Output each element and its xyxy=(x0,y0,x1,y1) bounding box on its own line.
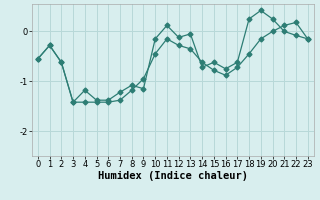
X-axis label: Humidex (Indice chaleur): Humidex (Indice chaleur) xyxy=(98,171,248,181)
